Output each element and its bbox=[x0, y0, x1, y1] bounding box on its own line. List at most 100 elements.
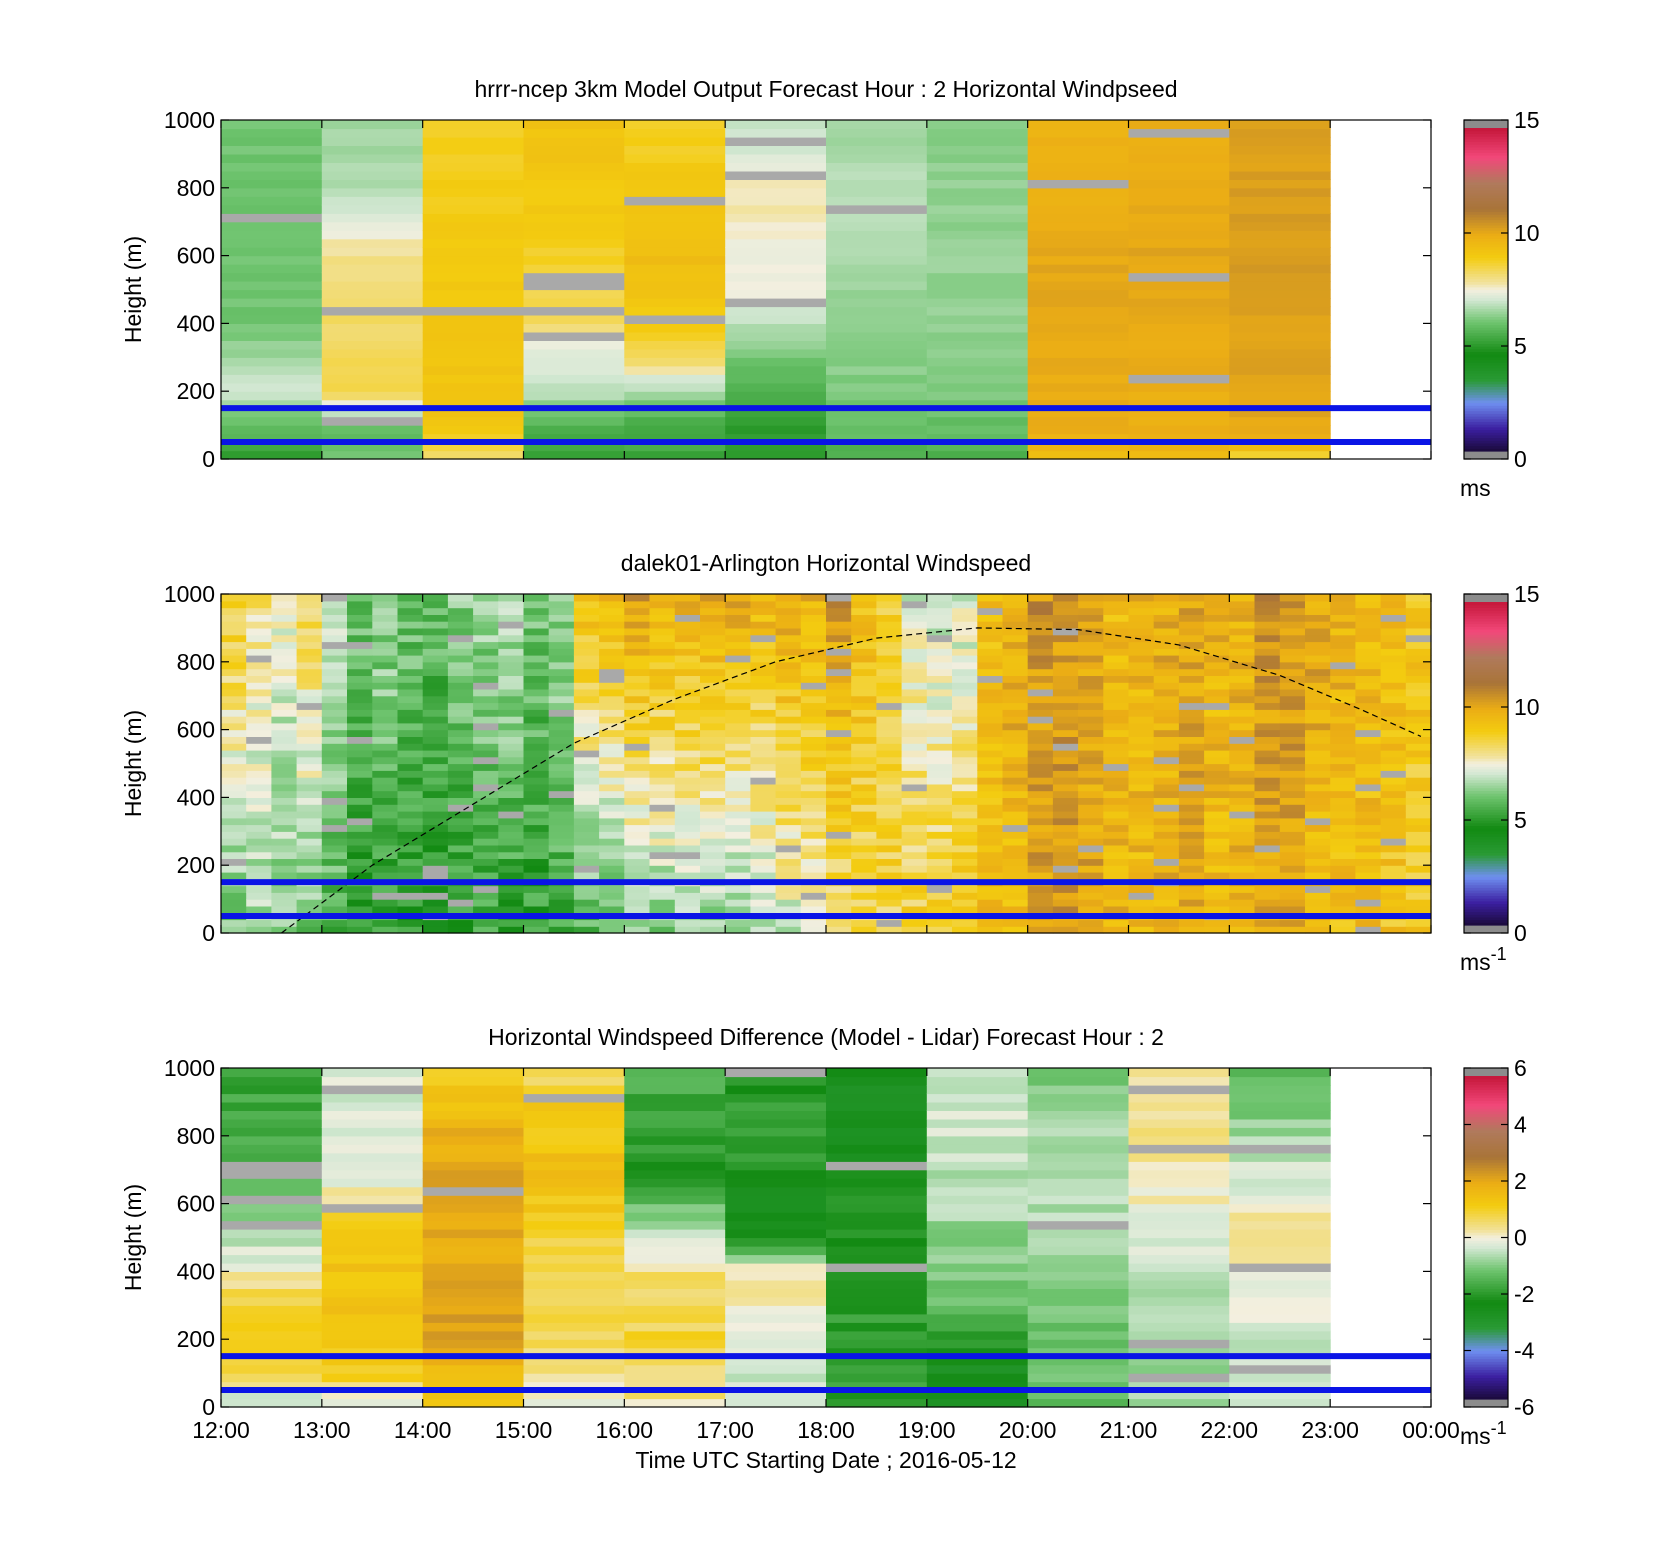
heatmap-cell bbox=[372, 905, 399, 914]
heatmap-cell bbox=[826, 179, 928, 189]
heatmap-cell bbox=[1027, 1076, 1130, 1086]
heatmap-cell bbox=[1330, 865, 1356, 873]
heatmap-cell bbox=[700, 811, 726, 819]
heatmap-cell bbox=[523, 1229, 625, 1239]
heatmap-cell bbox=[851, 804, 877, 812]
heatmap-cell bbox=[1355, 749, 1382, 758]
heatmap-cell bbox=[725, 1246, 827, 1256]
heatmap-cell bbox=[977, 600, 1004, 609]
heatmap-cell bbox=[1178, 627, 1205, 636]
heatmap-cell bbox=[422, 399, 525, 409]
heatmap-cell bbox=[977, 892, 1004, 900]
colorbar-swatch bbox=[1464, 351, 1508, 355]
heatmap-cell bbox=[1128, 323, 1230, 333]
x-axis-label: Time UTC Starting Date ; 2016-05-12 bbox=[635, 1447, 1016, 1473]
colorbar-swatch bbox=[1464, 1202, 1508, 1206]
heatmap-cell bbox=[1204, 682, 1230, 690]
colorbar-swatch bbox=[1464, 1253, 1508, 1257]
heatmap-cell bbox=[1355, 926, 1382, 934]
heatmap-cell bbox=[1078, 899, 1104, 907]
heatmap-cell bbox=[977, 648, 1004, 656]
heatmap-cell bbox=[1128, 661, 1155, 670]
heatmap-cell bbox=[1178, 688, 1205, 697]
colorbar-swatch bbox=[1464, 254, 1508, 258]
heatmap-cell bbox=[1128, 1110, 1230, 1120]
heatmap-cell bbox=[221, 1085, 323, 1095]
heatmap-cell bbox=[851, 634, 877, 643]
heatmap-cell bbox=[1279, 695, 1306, 704]
heatmap-cell bbox=[1103, 851, 1130, 859]
heatmap-cell bbox=[422, 831, 449, 839]
heatmap-cell bbox=[624, 919, 651, 927]
heatmap-cell bbox=[599, 838, 625, 846]
heatmap-cell bbox=[221, 247, 323, 257]
heatmap-cell bbox=[725, 221, 827, 231]
heatmap-cell bbox=[422, 314, 525, 324]
heatmap-cell bbox=[901, 709, 928, 717]
heatmap-cell bbox=[372, 621, 399, 629]
colorbar-swatch bbox=[1464, 1355, 1508, 1360]
heatmap-cell bbox=[700, 851, 726, 859]
heatmap-cell bbox=[901, 594, 928, 602]
colorbar-swatch bbox=[1464, 1156, 1508, 1161]
heatmap-cell bbox=[573, 763, 600, 771]
heatmap-cell bbox=[221, 170, 323, 180]
heatmap-cell bbox=[926, 804, 953, 812]
heatmap-cell bbox=[876, 709, 903, 717]
heatmap-cell bbox=[1229, 688, 1256, 697]
heatmap-cell bbox=[573, 790, 600, 798]
heatmap-cell bbox=[523, 783, 550, 792]
heatmap-cell bbox=[1380, 777, 1407, 785]
heatmap-cell bbox=[826, 1161, 928, 1171]
heatmap-cell bbox=[523, 221, 625, 231]
colorbar-swatch bbox=[1464, 386, 1508, 390]
heatmap-cell bbox=[321, 1313, 424, 1323]
colorbar-swatch bbox=[1464, 906, 1508, 910]
heatmap-cell bbox=[1305, 716, 1331, 724]
boundary-layer-curve bbox=[281, 627, 1422, 934]
data-column bbox=[1052, 594, 1079, 934]
colorbar-swatch bbox=[1464, 763, 1508, 767]
heatmap-cell bbox=[1355, 668, 1382, 676]
heatmap-cell bbox=[926, 365, 1029, 375]
heatmap-cell bbox=[422, 247, 525, 257]
heatmap-cell bbox=[977, 817, 1004, 826]
heatmap-cell bbox=[624, 648, 651, 656]
heatmap-cell bbox=[1128, 272, 1230, 282]
heatmap-cell bbox=[321, 306, 424, 316]
colorbar-swatch bbox=[1464, 1105, 1508, 1109]
heatmap-cell bbox=[826, 170, 928, 180]
heatmap-cell bbox=[498, 865, 525, 873]
heatmap-cell bbox=[1204, 668, 1230, 676]
heatmap-cell bbox=[624, 340, 726, 350]
heatmap-cell bbox=[1128, 614, 1155, 622]
heatmap-cell bbox=[1229, 416, 1331, 426]
colorbar-tick-label: -2 bbox=[1514, 1281, 1534, 1307]
heatmap-cell bbox=[1128, 790, 1155, 798]
heatmap-cell bbox=[221, 668, 247, 676]
heatmap-cell bbox=[599, 790, 625, 798]
colorbar-swatch bbox=[1464, 1264, 1508, 1268]
heatmap-cell bbox=[548, 824, 575, 832]
heatmap-cell bbox=[725, 838, 751, 846]
heatmap-cell bbox=[1128, 824, 1155, 832]
heatmap-cell bbox=[523, 675, 550, 683]
heatmap-cell bbox=[271, 627, 298, 636]
heatmap-cell bbox=[523, 905, 550, 914]
heatmap-cell bbox=[1153, 858, 1180, 866]
heatmap-cell bbox=[725, 1305, 827, 1315]
heatmap-cell bbox=[775, 926, 802, 934]
heatmap-cell bbox=[498, 811, 525, 819]
heatmap-cell bbox=[674, 621, 701, 629]
heatmap-cell bbox=[1229, 729, 1256, 737]
heatmap-cell bbox=[1204, 899, 1230, 907]
heatmap-cell bbox=[725, 323, 827, 333]
heatmap-cell bbox=[1052, 851, 1079, 859]
heatmap-cell bbox=[1204, 722, 1230, 731]
heatmap-cell bbox=[725, 1339, 827, 1349]
heatmap-cell bbox=[1002, 797, 1029, 805]
heatmap-cell bbox=[397, 736, 424, 744]
heatmap-cell bbox=[599, 905, 625, 914]
heatmap-cell bbox=[1254, 736, 1281, 744]
